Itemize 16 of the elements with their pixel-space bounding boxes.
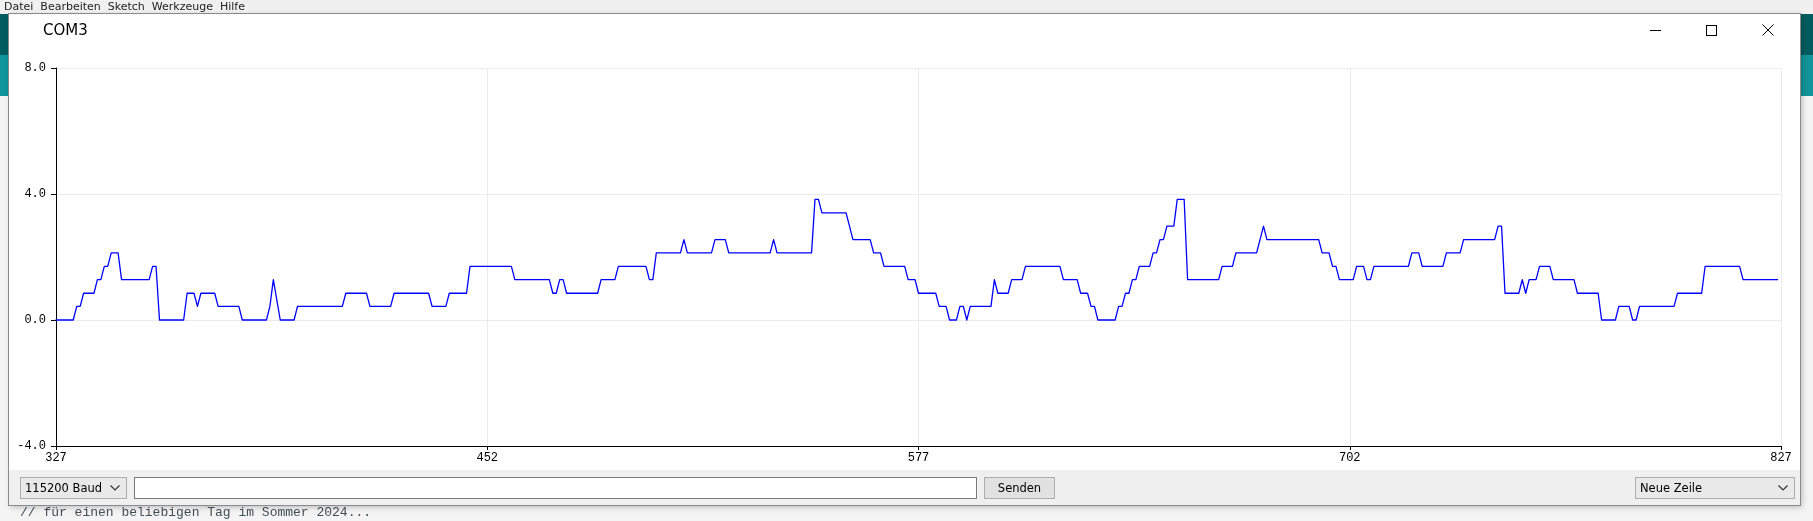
text: // für einen beliebigen Tag im Sommer 2024...	[20, 505, 372, 521]
x-tick-label: 327	[45, 451, 67, 465]
x-tick-label: 577	[907, 451, 930, 465]
y-tick-label: 4.0	[24, 187, 46, 201]
chart-title: COM3	[43, 20, 88, 41]
line-series	[55, 198, 1779, 321]
x-tick-label: 452	[476, 451, 499, 465]
x-tick-label: 702	[1338, 451, 1361, 465]
x-tick-label: 827	[1770, 451, 1792, 465]
button: Senden	[984, 477, 1055, 499]
dropdown: Neue Zeile	[1635, 477, 1795, 499]
dropdown: 115200 Baud	[20, 477, 127, 499]
text: Datei Bearbeiten Sketch Werkzeuge Hilfe	[4, 0, 245, 14]
y-tick-label: 8.0	[24, 61, 46, 75]
y-tick-label: 0.0	[24, 313, 46, 327]
y-tick-label: -4.0	[17, 439, 46, 453]
